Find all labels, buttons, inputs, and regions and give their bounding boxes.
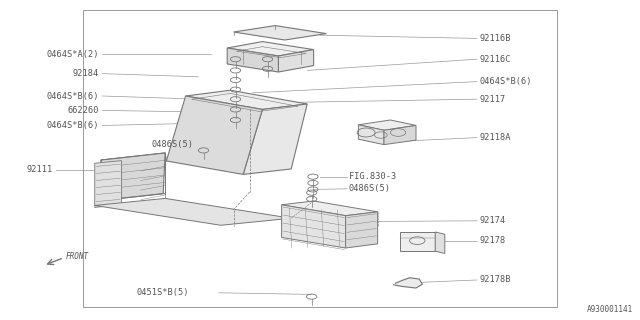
Bar bbox=[83, 10, 557, 307]
Polygon shape bbox=[234, 26, 326, 40]
Polygon shape bbox=[400, 232, 435, 251]
Polygon shape bbox=[358, 120, 416, 130]
Polygon shape bbox=[394, 278, 422, 288]
Polygon shape bbox=[99, 153, 165, 201]
Text: 92178: 92178 bbox=[480, 236, 506, 245]
Text: A930001141: A930001141 bbox=[588, 305, 634, 314]
Text: FIG.830-3: FIG.830-3 bbox=[349, 172, 396, 180]
Text: 92116B: 92116B bbox=[480, 34, 511, 43]
Polygon shape bbox=[278, 50, 314, 72]
Polygon shape bbox=[227, 48, 278, 72]
Polygon shape bbox=[346, 212, 378, 248]
Text: 92178B: 92178B bbox=[480, 276, 511, 284]
Text: 92116C: 92116C bbox=[480, 55, 511, 64]
Polygon shape bbox=[227, 42, 314, 56]
Text: 92111: 92111 bbox=[27, 165, 53, 174]
Text: 92174: 92174 bbox=[480, 216, 506, 225]
Polygon shape bbox=[166, 96, 262, 174]
Text: FRONT: FRONT bbox=[66, 252, 89, 261]
Polygon shape bbox=[95, 198, 291, 225]
Polygon shape bbox=[435, 232, 445, 253]
Polygon shape bbox=[95, 161, 122, 207]
Polygon shape bbox=[282, 205, 346, 248]
Polygon shape bbox=[101, 153, 166, 168]
Text: 0486S(5): 0486S(5) bbox=[349, 184, 391, 193]
Text: 92118A: 92118A bbox=[480, 133, 511, 142]
Text: 0464S*B(6): 0464S*B(6) bbox=[47, 121, 99, 130]
Polygon shape bbox=[358, 125, 384, 145]
Polygon shape bbox=[384, 125, 416, 145]
Polygon shape bbox=[186, 90, 307, 109]
Text: 92184: 92184 bbox=[73, 69, 99, 78]
Text: 0464S*A(2): 0464S*A(2) bbox=[47, 50, 99, 59]
Text: 0486S(5): 0486S(5) bbox=[151, 140, 193, 149]
Text: 92117: 92117 bbox=[480, 95, 506, 104]
Text: 0464S*B(6): 0464S*B(6) bbox=[480, 77, 532, 86]
Text: 0464S*B(6): 0464S*B(6) bbox=[47, 92, 99, 100]
Polygon shape bbox=[243, 104, 307, 174]
Text: 662260: 662260 bbox=[68, 106, 99, 115]
Polygon shape bbox=[282, 201, 378, 216]
Text: 0451S*B(5): 0451S*B(5) bbox=[136, 288, 189, 297]
